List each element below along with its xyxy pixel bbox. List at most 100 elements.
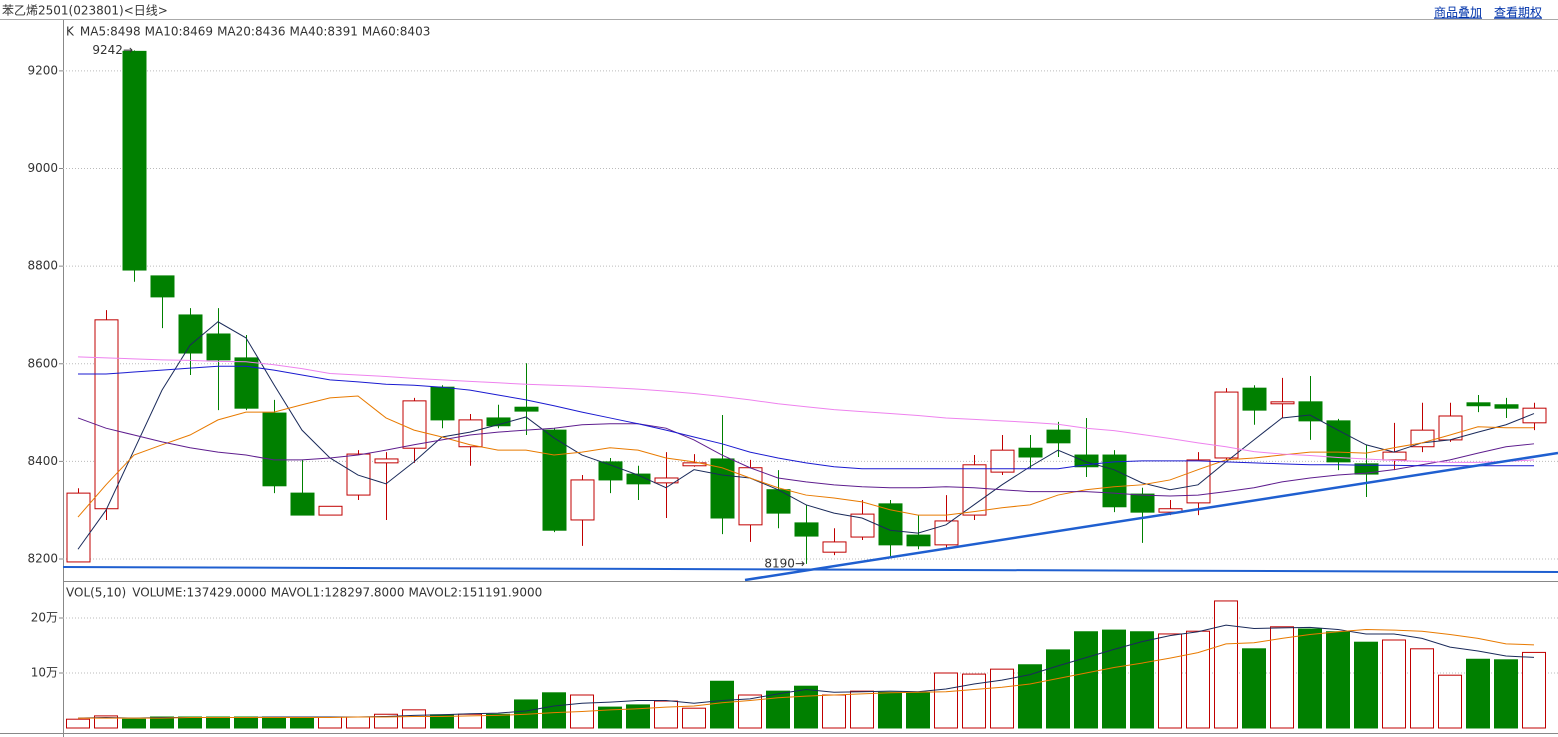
ma-line [78, 629, 1535, 719]
volume-bar [710, 680, 734, 729]
volume-bar [738, 694, 762, 729]
volume-bar [290, 717, 314, 729]
volume-bar [1270, 626, 1294, 729]
volume-bar [122, 718, 146, 729]
volume-bar [990, 668, 1014, 729]
volume-bar [934, 672, 958, 729]
candle-body [794, 522, 819, 537]
candle-body [1522, 407, 1547, 424]
volume-bar [458, 713, 482, 729]
candle-body [234, 357, 259, 409]
candle-body [1382, 451, 1407, 461]
plots: 8200 8400 8600 8800 9000 9200 9242→ 8190→ K MA5:8… [27, 25, 1558, 729]
volume-bar [962, 673, 986, 729]
volume-bar [1074, 631, 1098, 729]
legend-entry: MA20:8436 [217, 25, 285, 39]
candle-body [1298, 401, 1323, 422]
volume-bar [906, 691, 930, 729]
volume-bar [1466, 658, 1490, 729]
volume-bar [94, 715, 118, 729]
candle-body [598, 461, 623, 481]
candle-body [990, 449, 1015, 473]
y-tick-label: 8600 [27, 356, 58, 370]
candle-body [1214, 391, 1239, 459]
candle-body [1438, 415, 1463, 441]
candle-body [1494, 404, 1519, 409]
candle-body [122, 50, 147, 271]
volume-bar [1102, 629, 1126, 729]
candle-body [1354, 463, 1379, 475]
candle-body [1186, 459, 1211, 504]
options-link[interactable]: 查看期权 [1494, 6, 1542, 20]
volume-bar [1494, 659, 1518, 729]
volume-bar [654, 700, 678, 729]
legend-entry: MA40:8391 [290, 25, 358, 39]
overlay-link[interactable]: 商品叠加 [1434, 5, 1482, 20]
candle-body [626, 473, 651, 485]
volume-bar [234, 716, 258, 729]
candle-body [822, 541, 847, 553]
candle-body [878, 503, 903, 546]
ma-line [77, 624, 1535, 719]
y-tick-label: 9000 [27, 161, 58, 175]
trend-line [744, 451, 1558, 582]
candle-body [206, 333, 231, 361]
volume-bar [1158, 633, 1182, 729]
candle-body [1466, 402, 1491, 407]
volume-bar [794, 685, 818, 729]
candle-body [1018, 447, 1043, 458]
candle-body [290, 492, 315, 516]
volume-bar [346, 716, 370, 729]
page-title: 苯乙烯2501(023801)<日线> [2, 4, 168, 18]
volume-bar [1382, 639, 1406, 729]
volume-bar [1186, 630, 1210, 729]
candle-body [906, 534, 931, 547]
legend-prefix: VOL(5,10) [66, 586, 126, 600]
candle-body [850, 513, 875, 538]
volume-bar [598, 706, 622, 729]
candle-body [766, 489, 791, 514]
candle-body [66, 492, 91, 563]
y-tick-label: 10万 [31, 666, 58, 680]
ma-line [77, 417, 1535, 497]
candle-body [262, 412, 287, 487]
candle-body [1158, 508, 1183, 513]
volume-bar [1522, 651, 1546, 729]
legend-prefix: K [66, 25, 75, 39]
volume-bar [1326, 631, 1350, 729]
volume-bar [1298, 628, 1322, 729]
legend-entry: MAVOL2:151191.9000 [408, 586, 542, 600]
extreme-label: 9242→ [92, 43, 133, 57]
volume-bar [1410, 648, 1434, 729]
candle-body [1270, 401, 1295, 405]
candle-body [962, 464, 987, 516]
volume-bar [178, 716, 202, 729]
candle-body [1130, 493, 1155, 513]
y-tick-label: 8400 [27, 454, 58, 468]
candle-body [178, 314, 203, 354]
volume-bar [542, 692, 566, 729]
volume-bar [1354, 641, 1378, 729]
volume-bar [682, 707, 706, 729]
volume-bar [1242, 648, 1266, 729]
legend-entry: MAVOL1:128297.8000 [271, 586, 405, 600]
ma-line [78, 365, 1534, 470]
volume-bar [66, 718, 90, 729]
volume-bar [1438, 674, 1462, 729]
candle-body [318, 505, 343, 516]
candle-body [1242, 387, 1267, 411]
volume-bar [850, 690, 874, 729]
y-tick-label: 9200 [27, 63, 58, 77]
legend-entry: MA60:8403 [362, 25, 430, 39]
volume-bar [206, 716, 230, 729]
y-tick-label: 8800 [27, 259, 58, 273]
volume-bar [1214, 600, 1238, 729]
volume-bar [486, 713, 510, 729]
candle-body [570, 479, 595, 521]
candle-body [150, 275, 175, 298]
extreme-label: 8190→ [764, 556, 805, 570]
candle-body [738, 467, 763, 526]
candle-body [346, 453, 371, 496]
y-tick-label: 8200 [27, 552, 58, 566]
